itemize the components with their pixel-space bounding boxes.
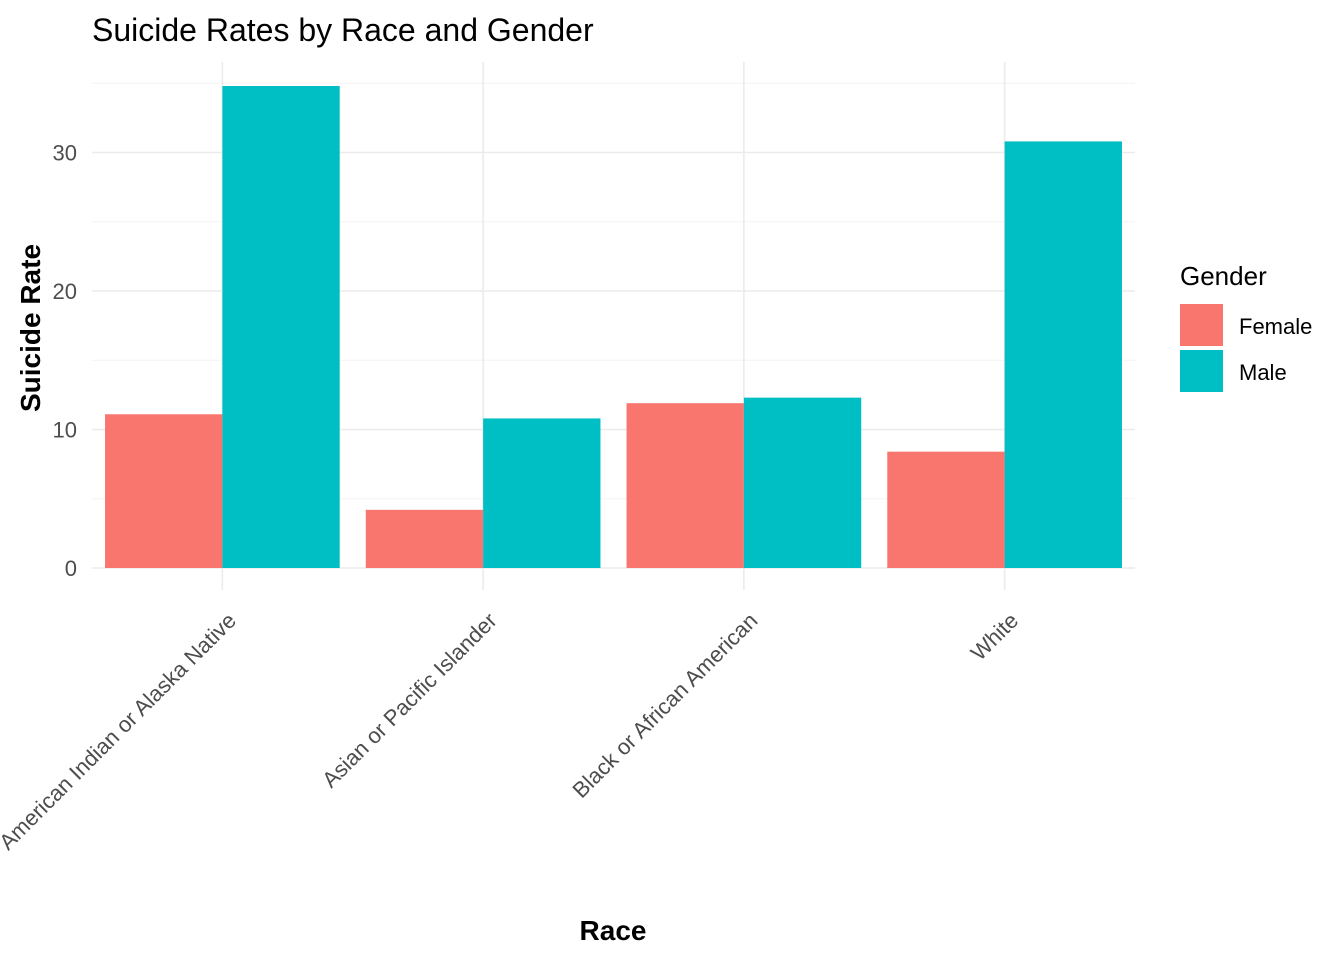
legend-swatch-female — [1180, 304, 1223, 346]
chart-title: Suicide Rates by Race and Gender — [92, 12, 594, 48]
legend-items: Female Male — [1180, 304, 1312, 392]
y-tick-label: 0 — [65, 556, 77, 581]
bar-male-3 — [743, 397, 862, 568]
y-tick-label: 20 — [53, 279, 77, 304]
legend-title: Gender — [1180, 261, 1267, 291]
y-axis-ticks: 0 10 20 30 — [53, 141, 77, 582]
x-tick-label: White — [966, 608, 1023, 665]
x-axis-title: Race — [580, 915, 647, 946]
bar-female-4 — [887, 451, 1005, 568]
y-axis-title: Suicide Rate — [15, 244, 46, 412]
bars — [105, 86, 1122, 569]
legend-swatch-male — [1180, 350, 1223, 392]
y-tick-label: 10 — [53, 418, 77, 443]
bar-male-4 — [1004, 141, 1122, 569]
bar-female-1 — [105, 414, 223, 568]
x-tick-label: American Indian or Alaska Native — [0, 608, 241, 855]
bar-male-2 — [483, 418, 601, 568]
x-axis-ticks: American Indian or Alaska Native Asian or… — [0, 608, 1023, 855]
bar-male-1 — [222, 86, 340, 569]
bar-female-3 — [626, 403, 744, 568]
legend-label-male: Male — [1239, 360, 1287, 385]
bar-female-2 — [365, 509, 484, 568]
x-tick-label: Asian or Pacific Islander — [317, 608, 502, 793]
x-tick-label: Black or African American — [567, 608, 762, 803]
legend-label-female: Female — [1239, 314, 1312, 339]
legend: Gender Female Male — [1180, 261, 1312, 392]
y-tick-label: 30 — [53, 141, 77, 166]
